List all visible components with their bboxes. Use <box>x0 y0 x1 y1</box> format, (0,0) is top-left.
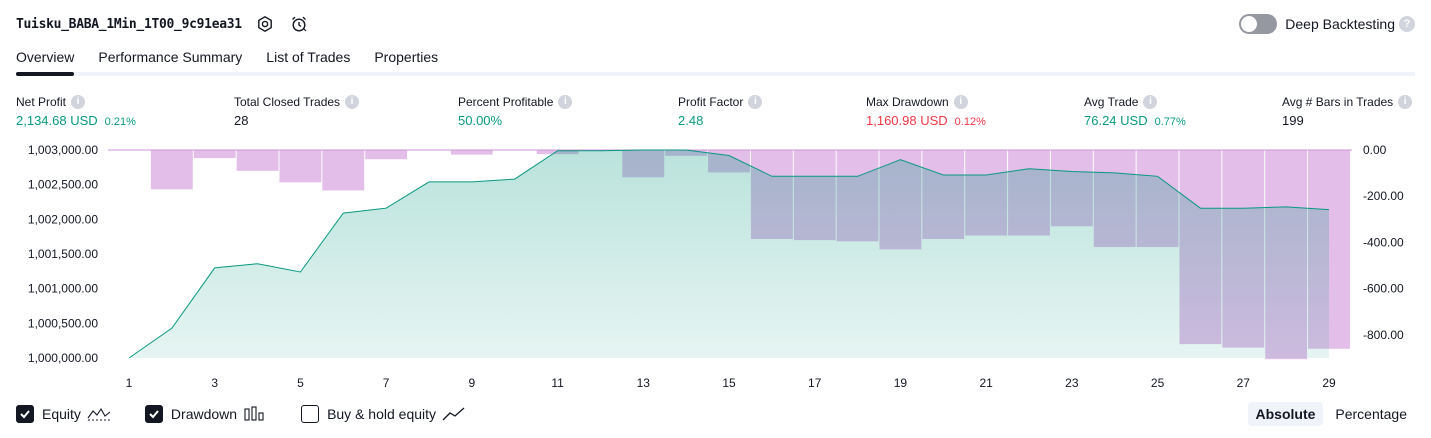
metric-value: 2,134.68 USD <box>16 113 98 128</box>
info-icon[interactable]: i <box>71 94 86 109</box>
left-axis-tick-label: 1,001,000.00 <box>28 282 98 296</box>
metric-avg-trade: Avg Trade i 76.24 USD 0.77% <box>1084 93 1186 128</box>
drawdown-bars-icon <box>243 405 267 423</box>
left-axis-tick-label: 1,000,000.00 <box>28 351 98 365</box>
metric-avg-bars-in-trades: Avg # Bars in Trades i 199 <box>1282 93 1413 128</box>
metric-value: 2.48 <box>678 113 704 128</box>
right-axis-tick-label: -800.00 <box>1363 328 1404 342</box>
x-axis-tick-label: 11 <box>551 376 564 390</box>
left-axis-tick-label: 1,002,500.00 <box>28 178 98 192</box>
report-tabs: Overview Performance Summary List of Tra… <box>16 44 1415 76</box>
left-axis-tick-label: 1,003,000.00 <box>28 143 98 157</box>
tab-properties[interactable]: Properties <box>374 49 439 65</box>
x-axis-tick-label: 7 <box>383 376 390 390</box>
deep-backtesting-control: Deep Backtesting ? <box>1239 12 1415 36</box>
metric-value: 28 <box>234 113 249 128</box>
drawdown-bar <box>236 150 279 171</box>
legend-buy-hold-equity[interactable]: Buy & hold equity <box>301 405 466 423</box>
metric-value: 1,160.98 USD <box>866 113 948 128</box>
drawdown-bar <box>365 150 408 160</box>
left-axis-tick-label: 1,002,000.00 <box>28 212 98 226</box>
drawdown-checkbox[interactable] <box>144 405 163 423</box>
value-mode-toggle: Absolute Percentage <box>1244 402 1416 426</box>
metric-label: Percent Profitable <box>458 94 554 109</box>
metric-percent: 0.12% <box>954 116 986 128</box>
toggle-knob <box>1241 16 1258 32</box>
right-axis-tick-label: -200.00 <box>1363 189 1404 203</box>
x-axis-tick-label: 21 <box>979 376 993 390</box>
metric-max-drawdown: Max Drawdown i 1,160.98 USD 0.12% <box>866 93 986 128</box>
x-axis-tick-label: 25 <box>1151 376 1165 390</box>
deep-backtesting-toggle[interactable] <box>1239 14 1278 34</box>
x-axis-tick-label: 1 <box>126 376 133 390</box>
x-axis-tick-label: 27 <box>1237 376 1251 390</box>
tab-performance-summary[interactable]: Performance Summary <box>98 49 243 65</box>
right-axis-tick-label: -400.00 <box>1363 235 1404 249</box>
buy-hold-line-icon <box>442 405 466 423</box>
metrics-row: Net Profit i 2,134.68 USD 0.21% Total Clos… <box>16 93 1415 133</box>
metric-label: Profit Factor <box>678 94 744 109</box>
help-icon[interactable]: ? <box>1399 16 1415 32</box>
metric-value: 50.00% <box>458 113 503 128</box>
deep-backtesting-label: Deep Backtesting <box>1285 16 1395 32</box>
percentage-button[interactable]: Percentage <box>1335 406 1407 422</box>
metric-label: Avg Trade <box>1084 94 1139 109</box>
info-icon[interactable]: i <box>558 94 573 109</box>
legend-drawdown[interactable]: Drawdown <box>144 405 267 423</box>
left-axis-tick-label: 1,001,500.00 <box>28 247 98 261</box>
legend-label: Buy & hold equity <box>327 406 437 422</box>
metric-net-profit: Net Profit i 2,134.68 USD 0.21% <box>16 93 136 128</box>
x-axis-tick-label: 19 <box>894 376 908 390</box>
drawdown-bar <box>322 150 365 191</box>
metric-label: Max Drawdown <box>866 94 949 109</box>
metric-total-closed-trades: Total Closed Trades i 28 <box>234 93 360 128</box>
drawdown-bar <box>150 150 193 190</box>
equity-area-fill <box>129 150 1329 358</box>
legend-label: Drawdown <box>170 406 238 422</box>
info-icon[interactable]: i <box>345 94 360 109</box>
x-axis-tick-label: 13 <box>637 376 651 390</box>
metric-percent: 0.77% <box>1154 116 1186 128</box>
buy-hold-checkbox[interactable] <box>301 405 320 423</box>
absolute-button[interactable]: Absolute <box>1247 402 1324 426</box>
x-axis-tick-label: 17 <box>808 376 822 390</box>
drawdown-bar <box>279 150 322 183</box>
legend-equity[interactable]: Equity <box>16 405 111 423</box>
info-icon[interactable]: i <box>748 94 763 109</box>
alarm-clock-icon[interactable] <box>288 13 310 35</box>
drawdown-bar <box>450 150 493 155</box>
metric-label: Net Profit <box>16 94 67 109</box>
metric-percent: 0.21% <box>104 116 136 128</box>
x-axis-tick-label: 15 <box>722 376 736 390</box>
right-axis-tick-label: -600.00 <box>1363 282 1404 296</box>
chart-legend: Equity Drawdown Buy & hold equity <box>16 403 500 425</box>
x-axis-tick-label: 9 <box>469 376 476 390</box>
legend-label: Equity <box>42 406 81 422</box>
equity-line-icon <box>87 405 111 423</box>
metric-value: 199 <box>1282 113 1304 128</box>
x-axis-tick-label: 23 <box>1065 376 1079 390</box>
metric-percent-profitable: Percent Profitable i 50.00% <box>458 93 573 128</box>
info-icon[interactable]: i <box>1143 94 1158 109</box>
info-icon[interactable]: i <box>953 94 968 109</box>
settings-icon[interactable] <box>254 13 276 35</box>
left-axis-tick-label: 1,000,500.00 <box>28 316 98 330</box>
tab-overview[interactable]: Overview <box>16 44 75 76</box>
strategy-title: Tuisku_BABA_1Min_1T00_9c91ea31 <box>16 16 242 32</box>
right-axis-tick-label: 0.00 <box>1363 143 1387 157</box>
equity-checkbox[interactable] <box>16 405 34 423</box>
x-axis-tick-label: 3 <box>211 376 218 390</box>
metric-label: Avg # Bars in Trades <box>1282 94 1394 109</box>
metric-label: Total Closed Trades <box>234 94 341 109</box>
metric-value: 76.24 USD <box>1084 113 1148 128</box>
tab-list-of-trades[interactable]: List of Trades <box>266 49 351 65</box>
equity-line <box>128 149 1330 359</box>
strategy-header: Tuisku_BABA_1Min_1T00_9c91ea31 <box>16 12 310 36</box>
x-axis-tick-label: 29 <box>1322 376 1336 390</box>
metric-profit-factor: Profit Factor i 2.48 <box>678 93 763 128</box>
drawdown-bar <box>193 150 236 159</box>
info-icon[interactable]: i <box>1398 94 1413 109</box>
equity-drawdown-chart[interactable]: 1,003,000.00 1,002,500.00 1,002,000.00 1,00… <box>0 140 1431 395</box>
x-axis-tick-label: 5 <box>297 376 304 390</box>
